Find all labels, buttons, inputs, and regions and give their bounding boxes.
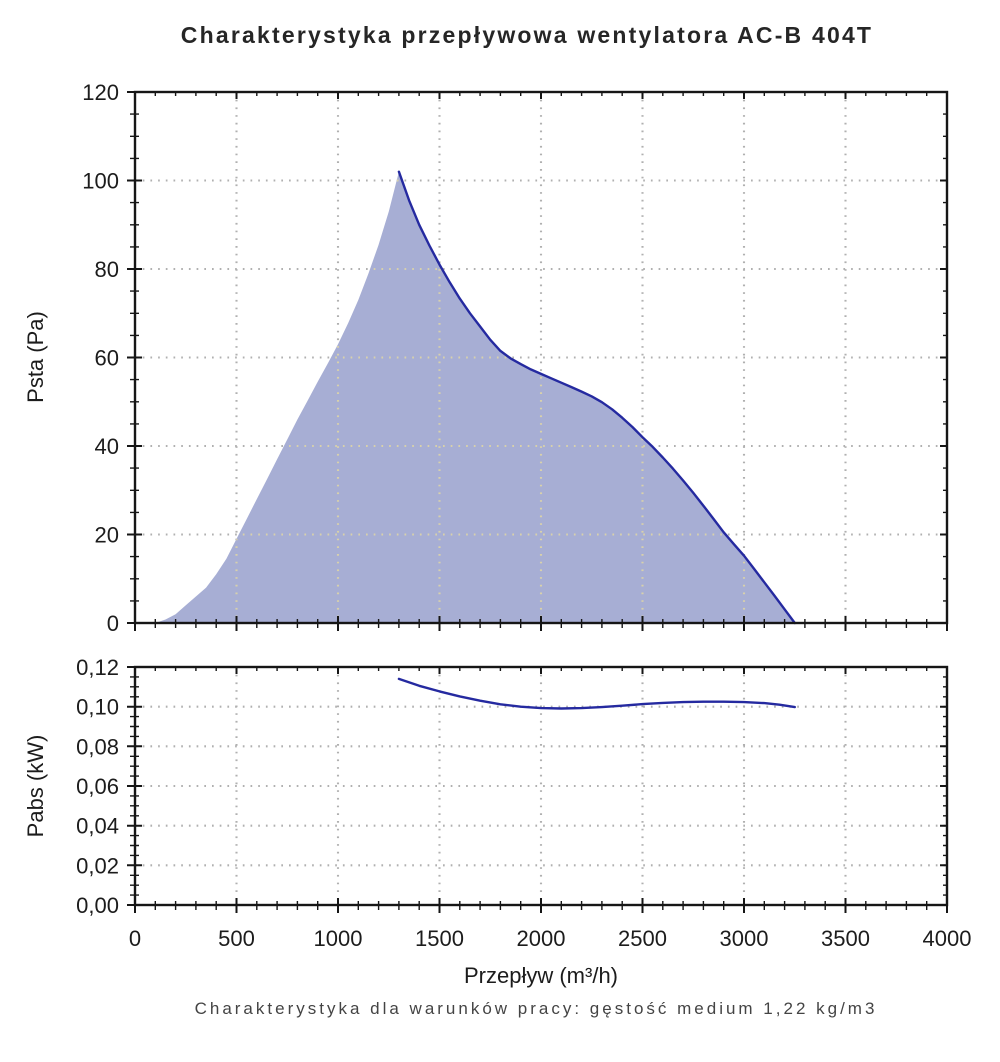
x-tick-label: 1500 xyxy=(415,926,464,951)
psta-y-tick-label: 40 xyxy=(95,434,119,459)
pabs-plot-frame xyxy=(133,665,949,907)
psta-y-tick-label: 60 xyxy=(95,346,119,371)
pabs-y-tick-label: 0,12 xyxy=(76,655,119,680)
psta-area-fill xyxy=(155,171,795,623)
pabs-y-tick-label: 0,02 xyxy=(76,853,119,878)
pabs-minor-ticks xyxy=(130,667,947,910)
x-axis-title: Przepływ (m³/h) xyxy=(463,963,619,988)
x-tick-label: 0 xyxy=(129,926,141,951)
fan-curve xyxy=(397,170,796,625)
pabs-major-ticks xyxy=(127,666,948,913)
x-tick-label: 500 xyxy=(218,926,255,951)
chart-title: Charakterystyka przepływowa wentylatora … xyxy=(180,22,874,48)
x-tick-label: 3000 xyxy=(720,926,769,951)
psta-y-tick-label: 20 xyxy=(95,523,119,548)
pabs-y-tick-label: 0,08 xyxy=(76,734,119,759)
psta-gridlines xyxy=(135,92,947,623)
pabs-y-tick-label: 0,10 xyxy=(76,695,119,720)
chart-psta: 0 20 40 60 80 100 120 xyxy=(82,80,949,636)
psta-y-tick-label: 80 xyxy=(95,257,119,282)
psta-plot-frame xyxy=(133,90,949,625)
pabs-y-tick-label: 0,04 xyxy=(76,814,119,839)
operating-conditions-note: Charakterystyka dla warunków pracy: gęst… xyxy=(194,999,878,1018)
x-tick-label: 2500 xyxy=(618,926,667,951)
power-curve xyxy=(397,677,796,710)
pabs-y-tick-label: 0,00 xyxy=(76,893,119,918)
chart-pabs: 0,00 0,02 0,04 0,06 0,08 0,10 0,12 xyxy=(76,655,949,918)
pabs-y-tick-label: 0,06 xyxy=(76,774,119,799)
pabs-gridlines xyxy=(135,667,947,905)
x-tick-label: 3500 xyxy=(821,926,870,951)
x-tick-label: 4000 xyxy=(923,926,972,951)
x-tick-label: 1000 xyxy=(314,926,363,951)
psta-y-tick-label: 0 xyxy=(107,611,119,636)
x-tick-label: 2000 xyxy=(517,926,566,951)
psta-y-tick-label: 120 xyxy=(82,80,119,105)
psta-y-tick-label: 100 xyxy=(82,169,119,194)
